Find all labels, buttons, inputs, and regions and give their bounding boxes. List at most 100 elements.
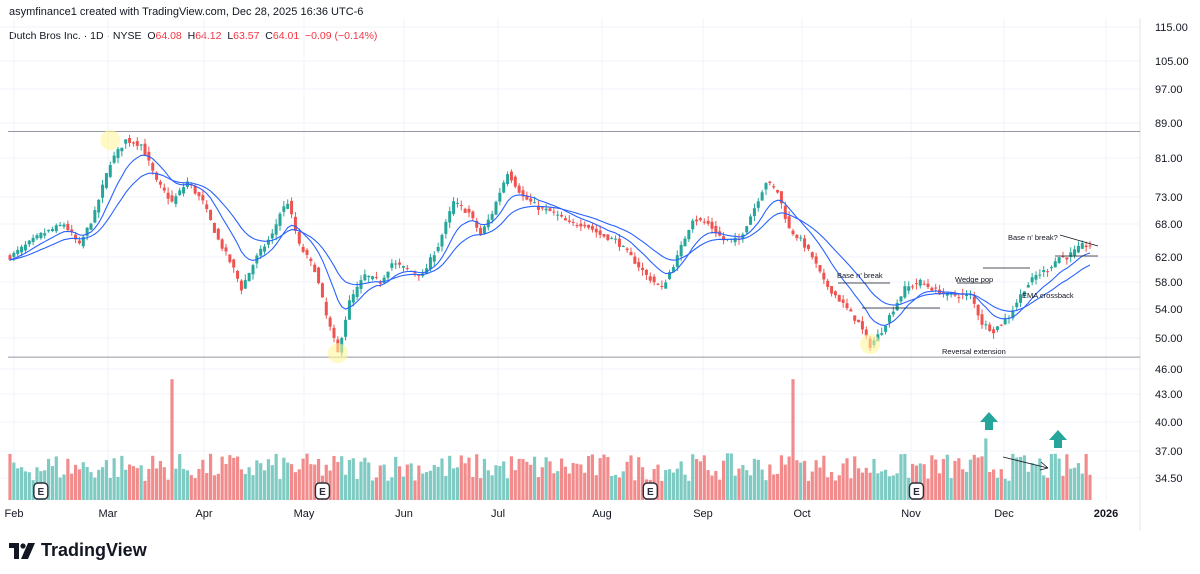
candle-body — [97, 199, 101, 213]
volume-bar — [899, 454, 903, 500]
candle-body — [903, 286, 907, 298]
candle-body — [664, 282, 668, 289]
candle-body — [197, 192, 201, 197]
volume-bar — [189, 475, 193, 500]
volume-bar — [1065, 454, 1069, 500]
candle-body — [587, 224, 591, 228]
volume-bar — [467, 457, 471, 500]
candle-body — [490, 214, 494, 220]
candle-body — [212, 222, 216, 233]
annotation-label: EMA crossback — [1022, 291, 1074, 300]
volume-bar — [903, 453, 907, 500]
price-tick-label: 58.00 — [1155, 277, 1183, 289]
candle-body — [205, 204, 209, 210]
candle-body — [8, 255, 12, 260]
volume-bar — [941, 458, 946, 500]
volume-bar — [1045, 477, 1050, 500]
volume-bar — [394, 456, 398, 500]
candle-body — [128, 138, 132, 143]
candle-body — [301, 246, 305, 252]
volume-bar — [116, 476, 120, 500]
candle-body — [66, 223, 70, 231]
candle-body — [313, 264, 317, 273]
volume-bar — [413, 480, 417, 500]
candle-body — [50, 228, 54, 232]
candle-body — [953, 294, 957, 296]
volume-bar — [27, 472, 31, 500]
candle-body — [394, 263, 398, 265]
earnings-marker-icon — [314, 482, 331, 500]
volume-bar — [575, 463, 579, 500]
candle-body — [1030, 277, 1034, 283]
volume-bar — [563, 466, 568, 500]
volume-bar — [779, 455, 784, 500]
time-tick-label: Aug — [592, 508, 612, 520]
candle-body — [579, 223, 583, 227]
volume-bar — [147, 468, 151, 500]
candle-body — [432, 255, 436, 262]
candle-body — [540, 207, 544, 209]
candle-body — [232, 259, 236, 268]
volume-bar — [459, 455, 463, 500]
price-axis[interactable]: 115.00 105.00 97.00 89.00 81.00 73.00 68.00 62.… — [1155, 22, 1189, 485]
candle-body — [880, 333, 884, 335]
earnings-marker-label: E — [319, 487, 326, 498]
time-tick-label: Oct — [793, 508, 810, 520]
volume-bar — [498, 466, 502, 500]
change-value: −0.09 (−0.14%) — [305, 30, 378, 42]
volume-bar — [89, 472, 93, 500]
volume-bar — [154, 468, 159, 500]
grid-lines — [0, 18, 1141, 530]
candle-body — [1003, 318, 1007, 325]
volume-bar — [262, 470, 267, 500]
time-axis[interactable]: Feb Mar Apr May Jun Jul Aug Sep Oct Nov Dec 2026 — [5, 508, 1119, 520]
volume-bar — [833, 480, 838, 500]
candle-body — [467, 208, 471, 213]
volume-bar — [679, 461, 683, 500]
candle-body — [455, 202, 459, 204]
volume-bar — [224, 463, 228, 500]
candle-body — [70, 229, 74, 233]
volume-bar — [964, 471, 969, 500]
time-tick-label: 2026 — [1094, 508, 1118, 520]
highlight-circle — [327, 343, 348, 364]
annotations: Base n' break Wedge pop EMA crossback Rever… — [100, 130, 1099, 471]
volume-bar — [953, 460, 957, 500]
volume-bar — [536, 477, 541, 500]
earnings-marker-icon — [33, 482, 49, 500]
candle-body — [367, 275, 371, 278]
volume-bar — [328, 470, 332, 500]
volume-bar — [872, 458, 876, 500]
volume-bar — [548, 461, 552, 500]
candle-body — [108, 165, 112, 177]
volume-bar — [737, 468, 741, 500]
ema-21-line — [9, 172, 1091, 312]
volume-bar — [135, 468, 139, 500]
close-label: C — [265, 30, 273, 42]
brand-logo[interactable]: TradingView — [9, 540, 147, 561]
volume-bar — [77, 469, 82, 500]
candle-body — [629, 251, 633, 256]
candle-body — [182, 187, 186, 194]
candle-body — [236, 270, 240, 279]
candle-body — [382, 277, 386, 283]
candle-body — [74, 234, 78, 240]
candle-body — [47, 229, 51, 232]
candle-body — [513, 176, 517, 187]
candle-body — [270, 233, 274, 239]
candle-body — [54, 225, 58, 232]
candle-body — [401, 266, 405, 268]
candle-body — [641, 267, 645, 271]
volume-bar — [729, 453, 733, 500]
volume-bar — [23, 471, 28, 500]
volume-bar — [208, 453, 213, 500]
candle-body — [209, 209, 213, 220]
candle-body — [398, 262, 402, 265]
candle-body — [722, 236, 726, 241]
volume-bar — [85, 466, 89, 500]
candle-body — [999, 324, 1003, 326]
volume-bar — [151, 455, 155, 500]
volume-bar — [1069, 468, 1073, 500]
